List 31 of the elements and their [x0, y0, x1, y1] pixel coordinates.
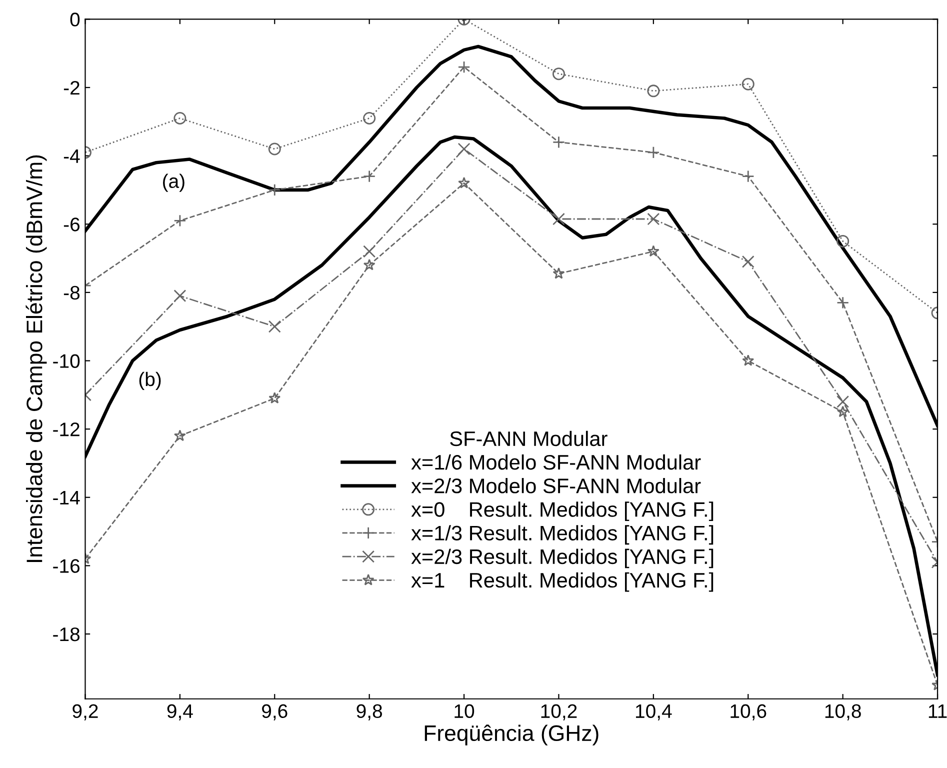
legend-label: x=2/3 Result. Medidos [YANG F.]	[411, 548, 714, 568]
y-tick-label: -14	[53, 491, 80, 504]
legend-label: x=1 Result. Medidos [YANG F.]	[411, 572, 714, 592]
x-tick-label: 9,4	[167, 704, 193, 720]
legend-label: x=1/6 Modelo SF-ANN Modular	[411, 454, 701, 470]
legend-label: x=1/3 Result. Medidos [YANG F.]	[411, 525, 714, 545]
x-tick-label: 9,2	[72, 704, 98, 720]
x-tick-label: 10,4	[636, 704, 672, 720]
y-tick-label: -2	[64, 80, 80, 95]
y-tick-label: -18	[53, 627, 80, 642]
x-tick-label: 10,8	[825, 704, 861, 720]
legend-label: x=2/3 Modelo SF-ANN Modular	[411, 478, 701, 494]
y-axis-title: Intensidade de Campo Elétrico (dBmV/m)	[26, 155, 47, 562]
x-axis-title: Freqüência (GHz)	[424, 724, 598, 746]
x-tick-label: 9,6	[262, 704, 288, 720]
y-tick-label: 0	[70, 12, 80, 26]
y-tick-label: -12	[53, 422, 80, 436]
x-tick-label: 10	[454, 704, 474, 718]
y-tick-label: -4	[64, 149, 80, 163]
y-tick-label: -10	[53, 354, 80, 368]
y-tick-label: -6	[64, 218, 80, 232]
legend-title: SF-ANN Modular	[450, 430, 608, 446]
annotation: (b)	[139, 372, 161, 390]
y-tick-label: -16	[53, 559, 80, 573]
x-tick-label: 10,2	[541, 704, 577, 720]
annotation: (a)	[163, 174, 184, 192]
x-tick-label: 10,6	[730, 704, 766, 720]
x-tick-label: 11	[928, 704, 947, 718]
y-tick-label: -8	[64, 286, 80, 300]
x-tick-label: 9,8	[356, 704, 382, 720]
legend-label: x=0 Result. Medidos [YANG F.]	[411, 502, 714, 522]
